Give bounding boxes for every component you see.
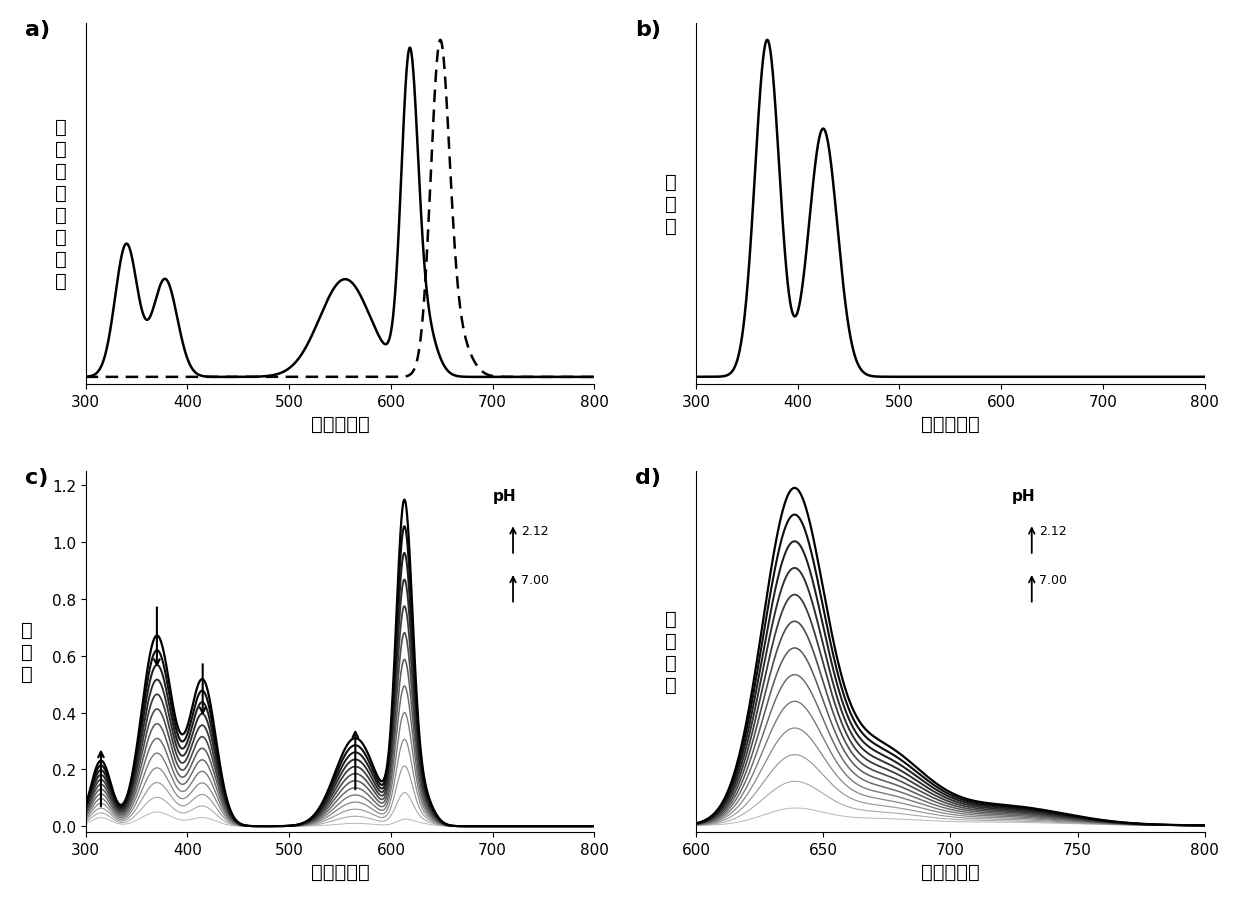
Text: pH: pH — [492, 488, 516, 503]
Text: c): c) — [25, 468, 48, 488]
Text: pH: pH — [1012, 488, 1035, 503]
Y-axis label: 荧
光
强
度: 荧 光 强 度 — [665, 609, 677, 695]
Text: 2.12: 2.12 — [521, 525, 548, 538]
Text: d): d) — [635, 468, 661, 488]
Text: 7.00: 7.00 — [1039, 574, 1068, 586]
X-axis label: 波长／纳米: 波长／纳米 — [921, 862, 980, 881]
X-axis label: 波长／纳米: 波长／纳米 — [921, 415, 980, 434]
Text: 2.12: 2.12 — [1039, 525, 1066, 538]
Y-axis label: 吸
光
度
／
荧
光
强
度: 吸 光 度 ／ 荧 光 强 度 — [55, 118, 67, 290]
X-axis label: 波长／纳米: 波长／纳米 — [311, 862, 370, 881]
Text: 7.00: 7.00 — [521, 574, 548, 586]
X-axis label: 波长／纳米: 波长／纳米 — [311, 415, 370, 434]
Y-axis label: 吸
光
度: 吸 光 度 — [21, 621, 32, 683]
Y-axis label: 吸
光
度: 吸 光 度 — [665, 173, 677, 235]
Text: b): b) — [635, 21, 661, 41]
Text: a): a) — [25, 21, 50, 41]
